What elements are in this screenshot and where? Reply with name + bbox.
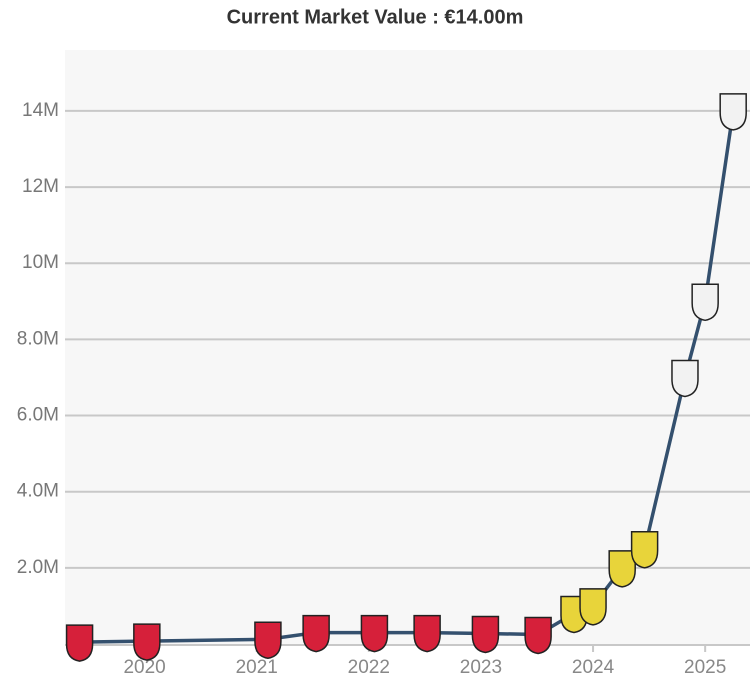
y-tick-label: 10M bbox=[22, 252, 59, 273]
y-tick-label: 6.0M bbox=[17, 405, 59, 426]
y-tick-label: 8.0M bbox=[17, 328, 59, 349]
club-crest-marker bbox=[524, 616, 552, 655]
x-tick-label: 2022 bbox=[348, 657, 390, 678]
club-crest-marker bbox=[471, 615, 500, 654]
y-tick-label: 4.0M bbox=[17, 481, 59, 502]
club-crest-marker bbox=[608, 550, 636, 588]
x-tick-label: 2020 bbox=[123, 657, 165, 678]
x-tick-label: 2021 bbox=[236, 657, 278, 678]
club-crest-marker bbox=[691, 283, 719, 322]
club-crest-marker bbox=[360, 614, 389, 653]
club-crest-marker bbox=[579, 588, 607, 626]
x-tick-label: 2023 bbox=[460, 657, 502, 678]
y-tick-label: 14M bbox=[22, 100, 59, 121]
y-tick-label: 2.0M bbox=[17, 557, 59, 578]
x-tick-label: 2025 bbox=[684, 657, 726, 678]
club-crest-marker bbox=[719, 93, 747, 131]
chart-title: Current Market Value : €14.00m bbox=[227, 6, 524, 28]
club-crest-marker bbox=[133, 623, 161, 661]
club-crest-marker bbox=[413, 614, 441, 653]
x-tick-label: 2024 bbox=[572, 657, 615, 678]
club-crest-marker bbox=[671, 359, 699, 398]
club-crest-marker bbox=[630, 531, 659, 569]
club-crest-marker bbox=[65, 624, 94, 662]
club-crest-marker bbox=[302, 614, 330, 653]
club-crest-marker bbox=[254, 621, 282, 659]
y-tick-label: 12M bbox=[22, 176, 59, 197]
